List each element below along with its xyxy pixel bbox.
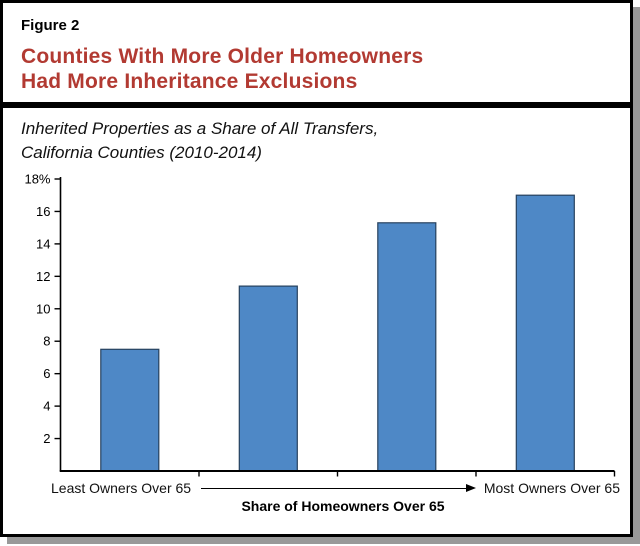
chart-plot: 2 4 6 8 10 12 14 16 18% <box>24 172 616 477</box>
chart-subtitle: Inherited Properties as a Share of All T… <box>3 108 630 165</box>
svg-text:16: 16 <box>36 204 50 219</box>
figure-title-line2: Had More Inheritance Exclusions <box>21 70 358 93</box>
arrow-right-icon <box>465 484 476 492</box>
x-axis-endpoint-labels: Least Owners Over 65 Most Owners Over 65 <box>3 479 630 497</box>
svg-text:14: 14 <box>36 236 50 251</box>
x-axis-right-label: Most Owners Over 65 <box>483 480 620 496</box>
figure-title-line1: Counties With More Older Homeowners <box>21 45 424 68</box>
figure-title: Counties With More Older Homeowners Had … <box>21 44 612 94</box>
arrow-line <box>201 487 466 489</box>
svg-text:8: 8 <box>43 334 50 349</box>
chart-subtitle-line1: Inherited Properties as a Share of All T… <box>21 119 379 138</box>
x-axis-left-label: Least Owners Over 65 <box>51 480 192 496</box>
x-axis-arrow <box>201 484 476 492</box>
x-axis-title: Share of Homeowners Over 65 <box>241 498 445 514</box>
figure-container: Figure 2 Counties With More Older Homeow… <box>0 0 633 537</box>
chart-subtitle-line2: California Counties (2010-2014) <box>21 143 262 162</box>
svg-text:10: 10 <box>36 301 50 316</box>
svg-text:6: 6 <box>43 366 50 381</box>
figure-label: Figure 2 <box>21 17 80 34</box>
svg-text:2: 2 <box>43 431 50 446</box>
header-divider <box>3 102 630 108</box>
svg-text:12: 12 <box>36 269 50 284</box>
svg-text:18%: 18% <box>24 172 50 187</box>
bar-chart: 2 4 6 8 10 12 14 16 18% Least Owners Over 65 Mos… <box>3 167 630 525</box>
svg-text:4: 4 <box>43 399 50 414</box>
figure-header: Figure 2 Counties With More Older Homeow… <box>3 3 630 102</box>
